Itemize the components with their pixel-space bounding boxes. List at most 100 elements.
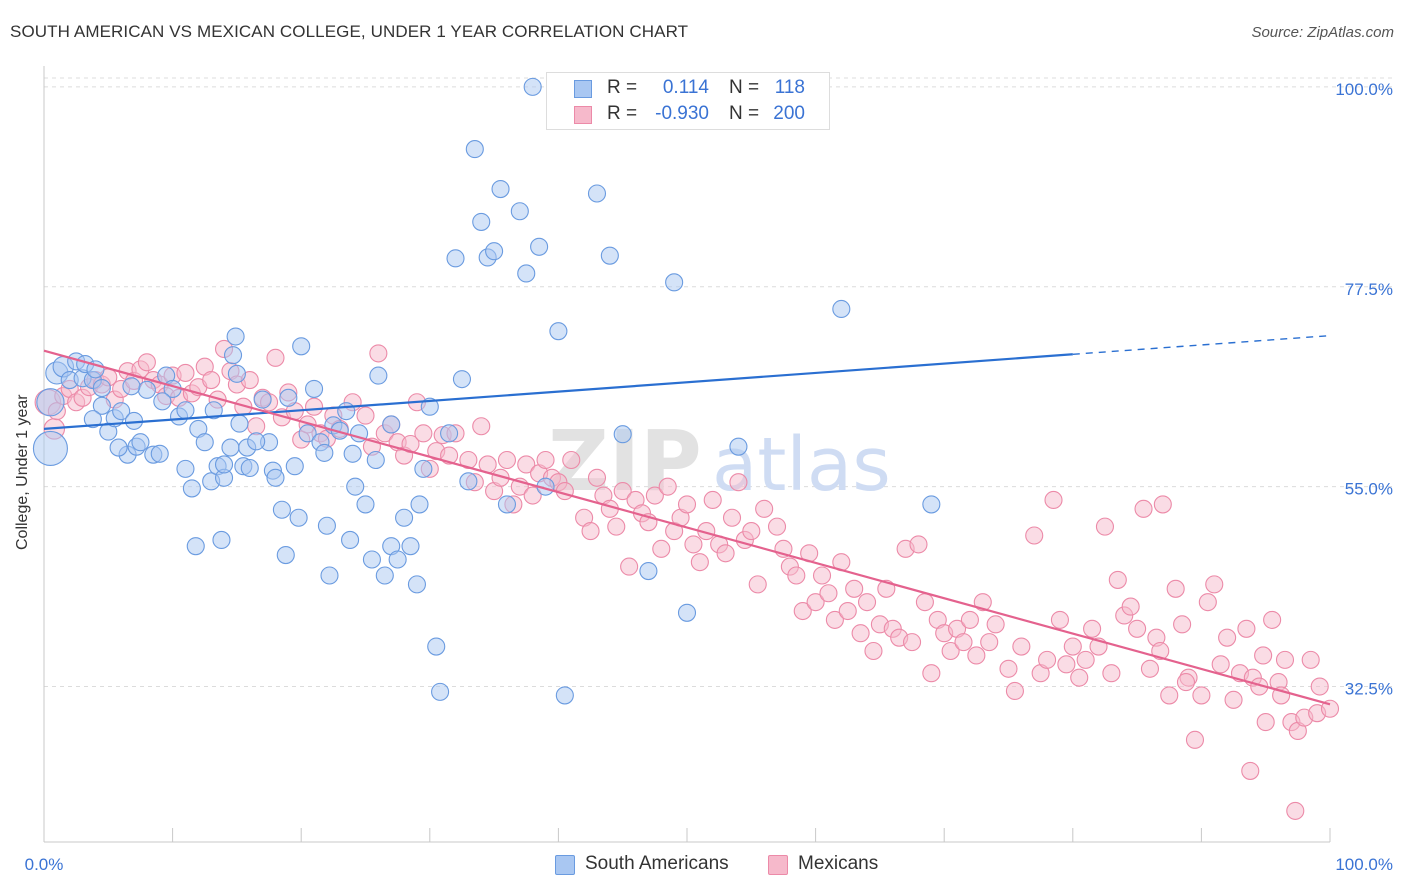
mexican-point (652, 539, 671, 558)
mexican-point (1083, 619, 1102, 638)
mexican-point (645, 486, 664, 505)
south-american-point (83, 410, 102, 429)
source-label: Source: ZipAtlas.com (1251, 24, 1394, 41)
south-american-point (150, 444, 169, 463)
mexican-point (587, 468, 607, 487)
south-american-point (549, 322, 568, 341)
south-american-point (420, 397, 439, 416)
south-american-point (382, 415, 401, 434)
legend-n-value: 118 (774, 77, 805, 98)
south-american-point (272, 500, 291, 519)
south-american-point (600, 246, 619, 265)
south-american-point (388, 550, 407, 569)
south-american-point (485, 242, 504, 261)
south-american-point (36, 388, 65, 417)
correlation-legend: R = 0.114 N = 118 R = -0.930 N = 200 (546, 72, 830, 130)
mexican-point (812, 566, 832, 585)
y-tick-label-2: 77.5% (1345, 280, 1393, 299)
mexican-point (787, 566, 806, 585)
south-american-point (446, 249, 465, 268)
south-american-point (346, 477, 365, 496)
south-american-point (122, 377, 141, 396)
legend-row-mexicans: R = -0.930 N = 200 (547, 101, 829, 127)
legend-swatch-pink (574, 106, 592, 124)
south-american-point (247, 432, 266, 451)
mexican-point (999, 659, 1018, 678)
mexican-point (915, 593, 934, 612)
mexican-point (742, 522, 761, 541)
mexican-point (607, 517, 626, 536)
mexican-point (305, 397, 324, 416)
mexican-point (793, 601, 812, 621)
south-american-point (414, 459, 433, 478)
south-american-point (92, 378, 111, 398)
mexican-point (414, 424, 433, 443)
south-american-point (369, 366, 388, 385)
mexican-point (1076, 650, 1095, 669)
mexican-point (202, 370, 221, 390)
south-american-point (137, 380, 156, 399)
mexican-point (1121, 597, 1140, 616)
south-american-point (472, 212, 491, 231)
mexican-point (1140, 659, 1160, 678)
south-american-point (555, 686, 574, 705)
mexican-point (1185, 730, 1205, 749)
south-american-point (497, 495, 517, 514)
mexican-point (1012, 637, 1031, 656)
mexican-point (825, 610, 844, 629)
south-american-point (395, 508, 414, 527)
south-american-point (452, 370, 472, 389)
legend-label-south-americans: South Americans (585, 853, 729, 874)
mexican-point (266, 348, 285, 367)
mexican-point (1153, 495, 1172, 514)
y-tick-label-0: 32.5% (1345, 680, 1393, 699)
south-american-point (315, 443, 334, 462)
south-american-point (362, 550, 381, 569)
mexican-point (960, 610, 979, 629)
mexican-point (1070, 668, 1089, 687)
watermark-atlas: atlas (712, 422, 891, 508)
mexican-point (716, 544, 735, 563)
mexican-point (1057, 655, 1076, 674)
mexican-point (1108, 570, 1127, 589)
south-american-point (109, 438, 128, 457)
mexican-point (517, 455, 536, 474)
mexican-point (1166, 579, 1185, 598)
mexican-point (1237, 619, 1256, 638)
mexican-point (1134, 499, 1153, 518)
south-american-point (176, 459, 195, 478)
mexican-point (703, 490, 722, 510)
y-tick-label-3: 100.0% (1335, 80, 1393, 99)
south-american-point (639, 561, 658, 581)
south-american-point (317, 516, 336, 535)
legend-r-label: R = (607, 103, 638, 124)
mexican-point (677, 495, 697, 514)
mexican-point (1102, 664, 1121, 683)
south-american-point (32, 430, 68, 467)
south-americans-trend-line (43, 353, 1073, 431)
south-american-point (279, 388, 298, 407)
mexican-point (973, 593, 992, 612)
south-american-point (729, 437, 748, 456)
south-american-point (182, 479, 201, 498)
south-american-point (613, 425, 632, 444)
south-american-point (253, 390, 272, 409)
mexicans-trend-line (43, 349, 1331, 706)
x-tick-label-min: 0.0% (25, 855, 64, 874)
south-american-point (240, 458, 259, 478)
chart-title: SOUTH AMERICAN VS MEXICAN COLLEGE, UNDER… (10, 22, 689, 41)
mexican-point (1301, 650, 1320, 669)
mexican-point (851, 624, 870, 643)
south-american-point (195, 433, 214, 452)
y-tick-label-1: 55.0% (1345, 480, 1393, 499)
mexican-point (722, 508, 742, 527)
south-american-point (401, 537, 420, 556)
south-american-point (214, 455, 234, 474)
south-american-point (227, 364, 246, 383)
mexican-point (1173, 615, 1192, 634)
south-american-point (289, 508, 308, 527)
mexican-point (690, 553, 709, 572)
mexican-point (176, 363, 195, 382)
mexican-point (1241, 761, 1260, 780)
